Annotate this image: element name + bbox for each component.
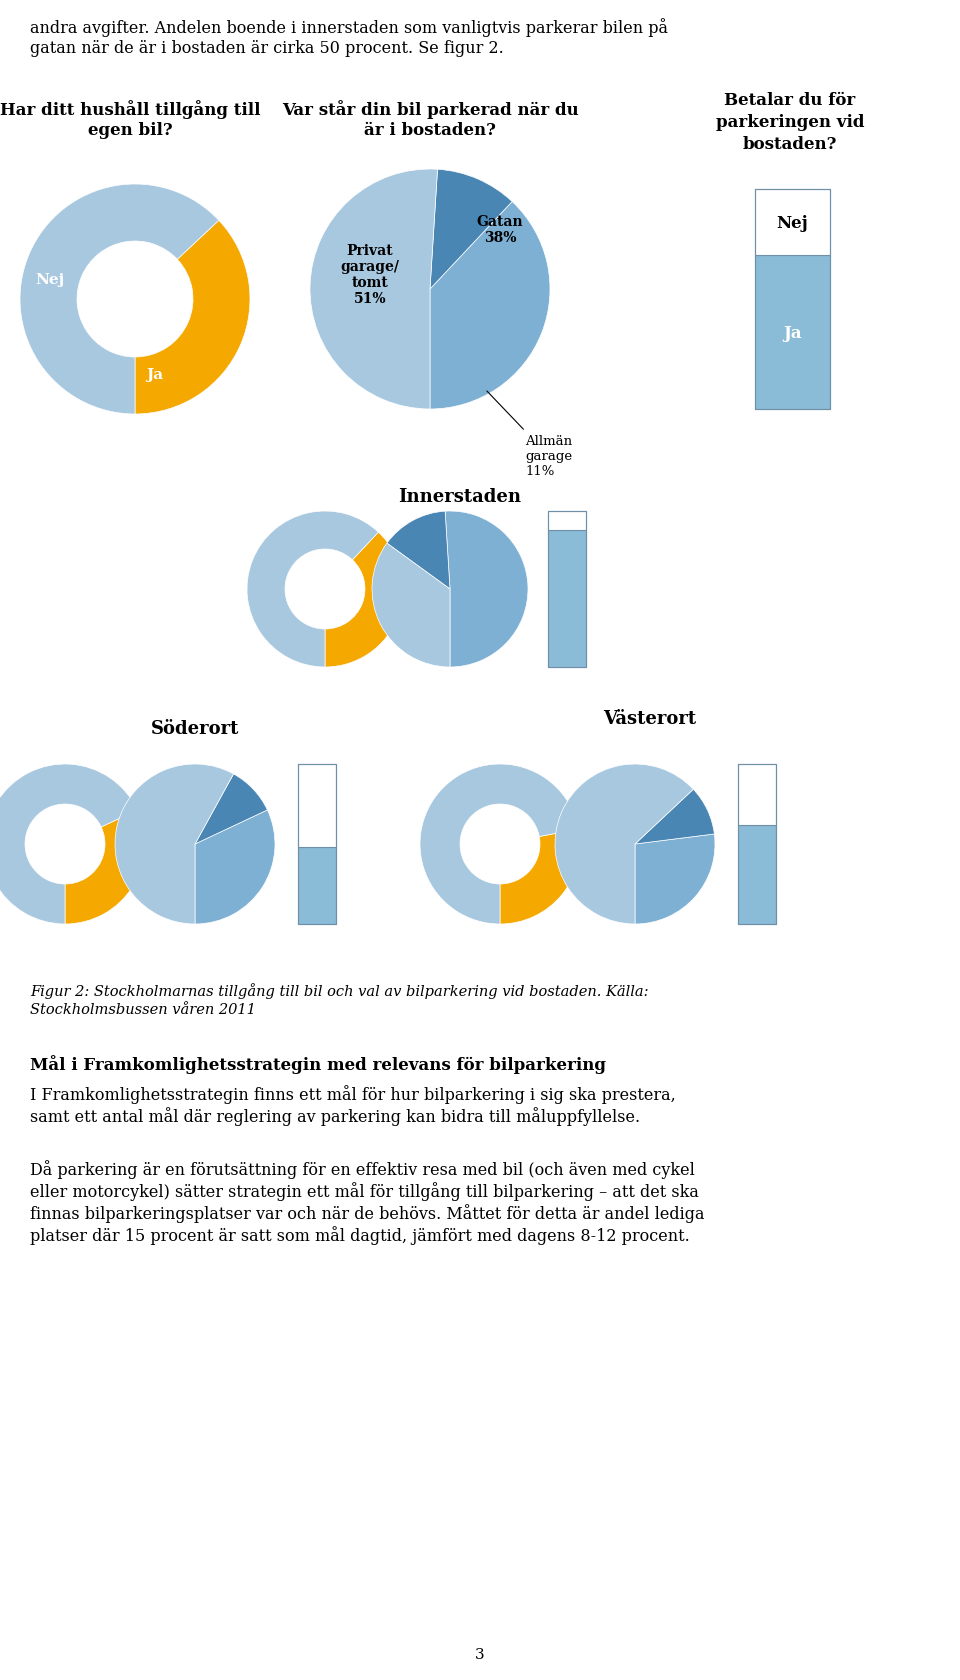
Text: Ja: Ja: [783, 324, 802, 341]
Bar: [298, 764, 336, 848]
Text: Söderort: Söderort: [151, 719, 239, 738]
Text: Privat
garage/
tomt
51%: Privat garage/ tomt 51%: [341, 244, 399, 306]
Bar: [298, 848, 336, 924]
Wedge shape: [430, 170, 512, 291]
Wedge shape: [195, 774, 268, 845]
Text: Allmän
garage
11%: Allmän garage 11%: [487, 391, 572, 477]
Text: Västerort: Västerort: [604, 709, 697, 727]
Text: bostaden?: bostaden?: [743, 136, 837, 153]
Text: Ja: Ja: [147, 368, 163, 381]
Bar: [298, 764, 336, 924]
Wedge shape: [635, 835, 715, 924]
Bar: [738, 825, 776, 924]
Wedge shape: [247, 512, 378, 667]
Wedge shape: [0, 764, 137, 924]
Text: Nej: Nej: [36, 272, 64, 287]
Text: Betalar du för: Betalar du för: [725, 92, 855, 109]
Bar: [755, 190, 830, 410]
Wedge shape: [20, 185, 219, 415]
Bar: [548, 531, 586, 667]
Bar: [548, 512, 586, 531]
Text: samt ett antal mål där reglering av parkering kan bidra till måluppfyllelse.: samt ett antal mål där reglering av park…: [30, 1107, 640, 1126]
Text: Var står din bil parkerad när du: Var står din bil parkerad när du: [281, 99, 578, 119]
Wedge shape: [635, 790, 714, 845]
Text: Stockholmsbussen våren 2011: Stockholmsbussen våren 2011: [30, 1003, 256, 1016]
Wedge shape: [430, 202, 550, 410]
Text: Gatan
38%: Gatan 38%: [477, 215, 523, 245]
Wedge shape: [65, 810, 145, 924]
Text: Nej: Nej: [777, 215, 808, 232]
Wedge shape: [325, 533, 403, 667]
Bar: [738, 764, 776, 825]
Bar: [738, 764, 776, 924]
Wedge shape: [387, 512, 450, 590]
Text: finnas bilparkeringsplatser var och när de behövs. Måttet för detta är andel led: finnas bilparkeringsplatser var och när …: [30, 1203, 705, 1221]
Text: I Framkomlighetsstrategin finns ett mål för hur bilparkering i sig ska prestera,: I Framkomlighetsstrategin finns ett mål …: [30, 1084, 676, 1104]
Text: Mål i Framkomlighetsstrategin med relevans för bilparkering: Mål i Framkomlighetsstrategin med releva…: [30, 1055, 606, 1074]
Text: platser där 15 procent är satt som mål dagtid, jämfört med dagens 8-12 procent.: platser där 15 procent är satt som mål d…: [30, 1225, 689, 1245]
Text: är i bostaden?: är i bostaden?: [364, 123, 496, 139]
Wedge shape: [372, 544, 450, 667]
Wedge shape: [195, 810, 275, 924]
Wedge shape: [135, 222, 250, 415]
Text: Har ditt hushåll tillgång till: Har ditt hushåll tillgång till: [0, 99, 260, 119]
Text: eller motorcykel) sätter strategin ett mål för tillgång till bilparkering – att : eller motorcykel) sätter strategin ett m…: [30, 1181, 699, 1200]
Text: Figur 2: Stockholmarnas tillgång till bil och val av bilparkering vid bostaden. : Figur 2: Stockholmarnas tillgång till bi…: [30, 983, 649, 998]
Text: parkeringen vid: parkeringen vid: [716, 114, 864, 131]
Text: 3: 3: [475, 1646, 485, 1662]
Wedge shape: [420, 764, 579, 924]
Wedge shape: [445, 512, 528, 667]
Text: Då parkering är en förutsättning för en effektiv resa med bil (och även med cyke: Då parkering är en förutsättning för en …: [30, 1159, 695, 1178]
Bar: [755, 255, 830, 410]
Wedge shape: [500, 830, 580, 924]
Wedge shape: [115, 764, 233, 924]
Wedge shape: [310, 170, 438, 410]
Text: egen bil?: egen bil?: [87, 123, 172, 139]
Wedge shape: [555, 764, 693, 924]
Text: Innerstaden: Innerstaden: [398, 487, 521, 506]
Bar: [755, 190, 830, 255]
Bar: [548, 512, 586, 667]
Text: andra avgifter. Andelen boende i innerstaden som vanligtvis parkerar bilen på
ga: andra avgifter. Andelen boende i innerst…: [30, 18, 668, 57]
